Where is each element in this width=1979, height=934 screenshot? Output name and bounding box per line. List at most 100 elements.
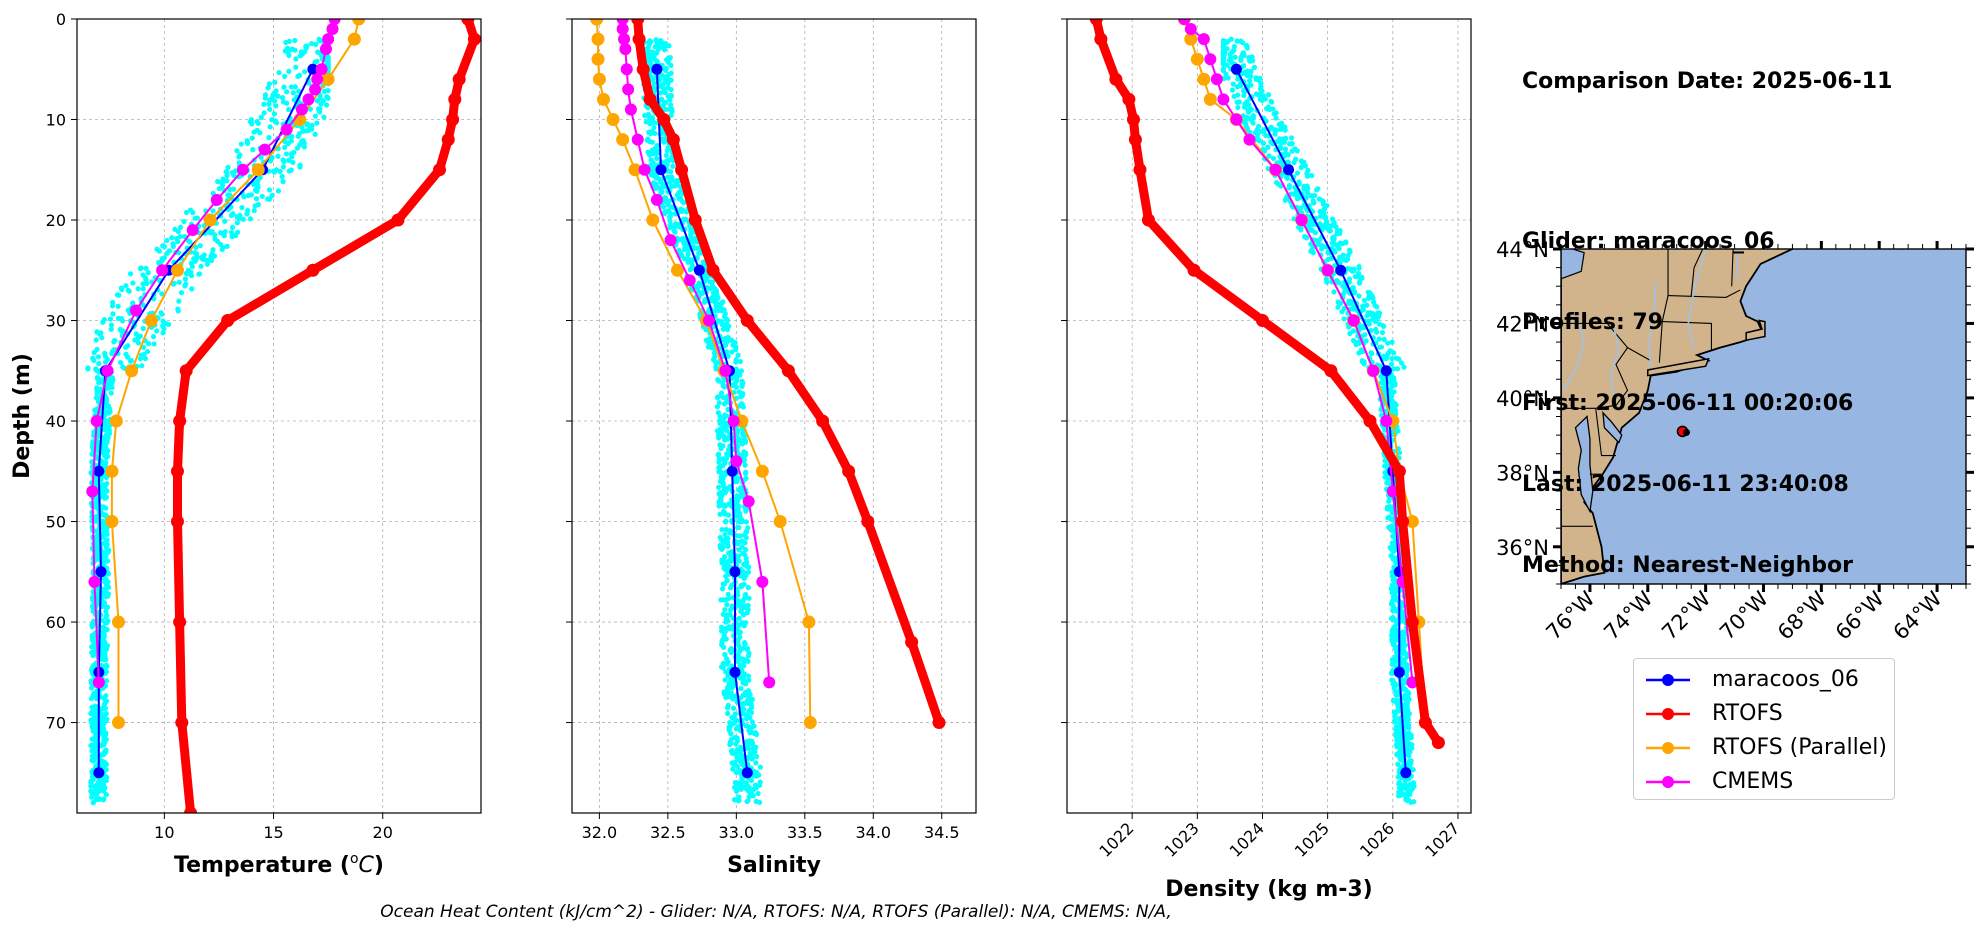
observation-point [1234,38,1240,44]
y-tick-label: 0 [56,10,66,29]
series-point-cmems [1367,364,1380,377]
series-point-glider [729,666,741,678]
series-point-rtofs [1405,615,1419,629]
observation-point [185,267,192,274]
observation-point [137,356,143,362]
series-point-cmems [683,274,696,287]
series-point-rtofs [179,364,193,378]
observation-point [111,346,117,353]
observation-point [1380,376,1386,383]
observation-point [723,669,729,675]
series-point-cmems [90,415,103,428]
observation-point [97,331,103,337]
observation-point [317,95,323,101]
observation-point [99,482,105,488]
observation-point [728,558,734,564]
series-point-glider [93,767,105,779]
observation-point [1391,709,1397,715]
observation-point [647,121,653,127]
observation-point [105,558,111,564]
observation-point [722,607,728,613]
observation-point [104,397,110,403]
observation-point [1337,300,1344,306]
observation-point [92,703,98,709]
observation-point [1282,146,1289,152]
observation-point [703,337,709,343]
observation-point [1229,60,1235,66]
legend-item-glider: maracoos_06 [1642,663,1892,697]
observation-point [156,248,162,254]
series-point-rtofs_parallel [1405,515,1419,529]
observation-point [111,339,117,345]
observation-point [1268,139,1274,145]
observation-point [729,760,735,766]
observation-point [100,788,107,794]
observation-point [682,244,688,251]
observation-point [108,322,115,328]
river [1609,323,1620,402]
y-tick-label: 10 [46,111,66,130]
observation-point [749,751,755,757]
observation-point [737,358,743,365]
observation-point [296,72,303,78]
observation-point [1389,590,1395,596]
series-point-glider [1283,164,1295,176]
observation-point [741,458,747,464]
observation-point [284,89,290,95]
observation-point [280,99,287,105]
observation-point [734,763,741,769]
observation-point [651,173,657,179]
observation-point [102,554,108,560]
y-tick-label: 70 [46,714,66,733]
observation-point [741,595,748,602]
observation-point [654,50,660,56]
observation-point [685,251,691,257]
series-point-cmems [1243,133,1256,146]
series-point-glider [93,465,105,477]
observation-point [1386,514,1392,520]
series-point-rtofs [1126,113,1140,127]
observation-point [1309,172,1315,179]
x-tick-label: 32.0 [582,823,618,842]
x-axis-label: Temperature (oC) [174,851,384,878]
observation-point [171,280,177,286]
observation-point [652,44,658,50]
observation-point [262,92,269,98]
observation-point [102,540,108,546]
chesapeake-bay [1574,415,1594,514]
observation-point [733,508,739,514]
observation-point [724,705,731,711]
observation-point [718,307,724,314]
observation-point [720,611,726,617]
observation-point [744,798,750,805]
series-point-rtofs_parallel [628,163,642,177]
observation-point [670,163,676,169]
series-point-glider [693,264,705,276]
observation-point [725,353,731,359]
observation-point [101,734,107,740]
observation-point [1390,533,1396,539]
series-point-rtofs [932,716,946,730]
observation-point [1379,329,1386,336]
observation-point [751,723,757,729]
info-block: Comparison Date: 2025-06-11 Glider: mara… [1522,14,1892,606]
observation-point [721,644,727,650]
observation-point [720,544,726,551]
observation-point [1294,148,1300,154]
observation-point [183,281,189,287]
observation-point [1393,355,1400,361]
observation-point [716,459,722,465]
series-point-rtofs [391,213,405,227]
observation-point [104,531,110,537]
observation-point [1260,140,1267,146]
observation-point [1332,263,1338,269]
observation-point [1282,127,1288,133]
observation-point [1333,224,1339,230]
series-point-rtofs [170,464,184,478]
observation-point [1225,75,1231,81]
observation-point [742,450,748,457]
observation-point [1249,54,1255,60]
series-point-cmems [302,93,315,106]
series-point-rtofs_parallel [803,716,817,730]
series-point-rtofs [184,806,198,813]
